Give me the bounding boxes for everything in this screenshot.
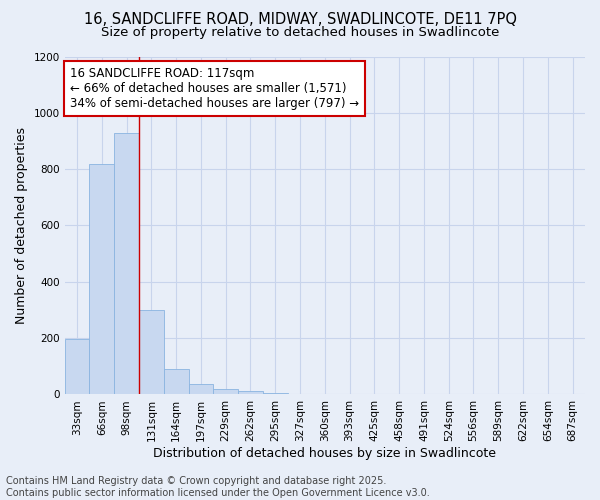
Bar (89, 164, 114, 394)
Bar (214, 389, 238, 394)
Text: 16 SANDCLIFFE ROAD: 117sqm
← 66% of detached houses are smaller (1,571)
34% of s: 16 SANDCLIFFE ROAD: 117sqm ← 66% of deta… (70, 66, 359, 110)
Bar (188, 384, 214, 394)
Bar (263, 393, 287, 394)
Bar (114, 132, 139, 394)
Text: Size of property relative to detached houses in Swadlincote: Size of property relative to detached ho… (101, 26, 499, 39)
Bar (65, 339, 89, 394)
Y-axis label: Number of detached properties: Number of detached properties (15, 127, 28, 324)
Bar (139, 310, 164, 394)
Bar (164, 369, 188, 394)
Text: 16, SANDCLIFFE ROAD, MIDWAY, SWADLINCOTE, DE11 7PQ: 16, SANDCLIFFE ROAD, MIDWAY, SWADLINCOTE… (83, 12, 517, 28)
Bar (238, 391, 263, 394)
Text: Contains HM Land Registry data © Crown copyright and database right 2025.
Contai: Contains HM Land Registry data © Crown c… (6, 476, 430, 498)
X-axis label: Distribution of detached houses by size in Swadlincote: Distribution of detached houses by size … (154, 447, 496, 460)
